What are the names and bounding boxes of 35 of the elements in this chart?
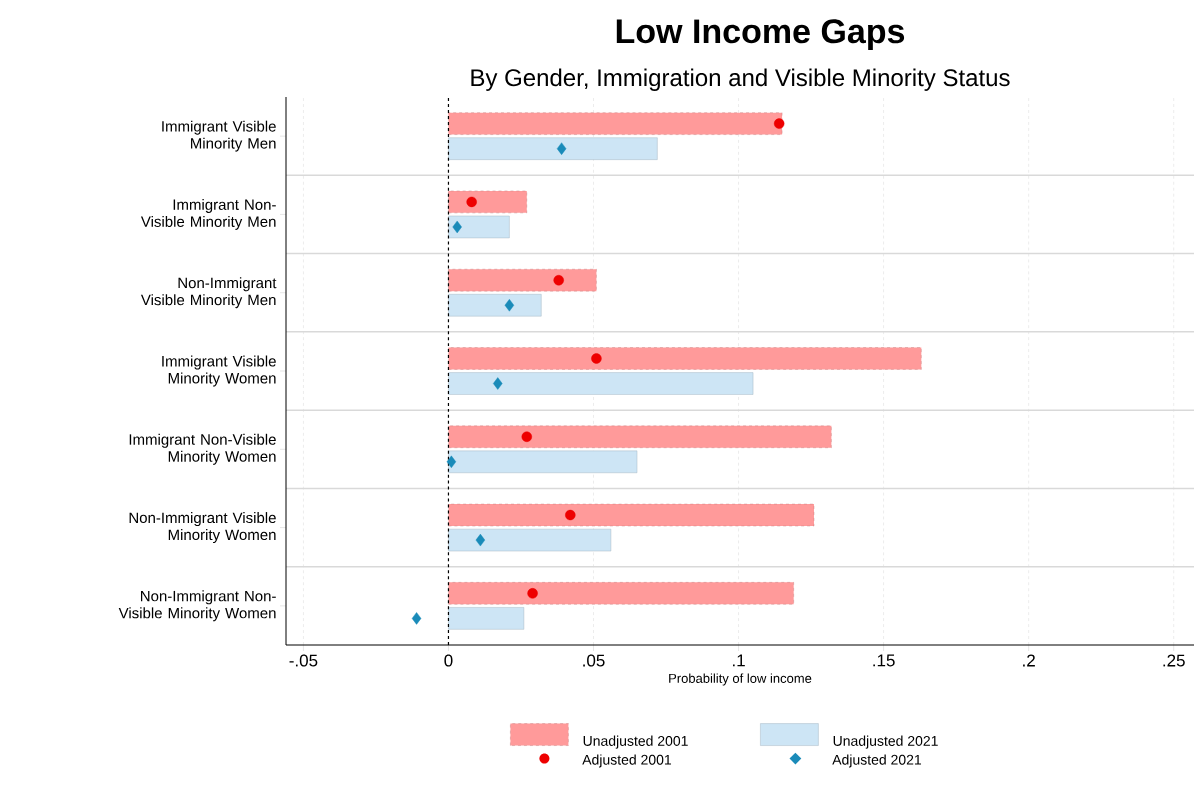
x-tick-label: .2	[1023, 654, 1035, 667]
y-tick-label: Immigrant Non-Visible Minority Men	[140, 198, 276, 230]
y-tick-label: Non-Immigrant Non-Visible Minority Women	[118, 590, 276, 622]
legend-label: Adjusted 2001	[582, 754, 672, 768]
bar	[448, 112, 783, 135]
legend-label: Adjusted 2021	[832, 754, 922, 768]
bar	[448, 137, 658, 160]
bar	[448, 425, 832, 448]
bar	[448, 372, 754, 395]
y-tick-label: Immigrant Non-Visible Minority Women	[129, 433, 276, 465]
bar	[448, 347, 922, 370]
x-tick-label: -.05	[289, 654, 318, 667]
x-tick-label: 0	[444, 654, 453, 667]
y-tick-label: Immigrant Visible Minority Women	[162, 355, 276, 387]
x-tick-label: .1	[733, 654, 745, 667]
chart-subtitle: By Gender, Immigration and Visible Minority Status	[471, 68, 1010, 91]
y-tick-label: Immigrant Visible Minority Men	[162, 120, 276, 152]
bar	[448, 582, 794, 605]
chart-title: Low Income Gaps	[616, 19, 905, 51]
bar	[448, 269, 597, 292]
x-axis-title: Probability of low income	[669, 673, 812, 686]
x-tick-label: .05	[583, 654, 605, 667]
x-tick-label: .15	[873, 654, 895, 667]
bar	[448, 528, 612, 552]
bar	[448, 294, 542, 317]
legend-label: Unadjusted 2021	[833, 735, 938, 749]
bar	[448, 190, 527, 214]
x-tick-label: .25	[1163, 654, 1185, 667]
y-tick-label: Non-Immigrant Visible Minority Men	[140, 277, 277, 309]
legend-label: Unadjusted 2001	[583, 735, 688, 749]
y-tick-label: Non-Immigrant Visible Minority Women	[129, 512, 276, 544]
bar	[448, 215, 510, 239]
bar	[448, 450, 638, 473]
bar	[448, 503, 815, 527]
bar	[448, 607, 525, 630]
